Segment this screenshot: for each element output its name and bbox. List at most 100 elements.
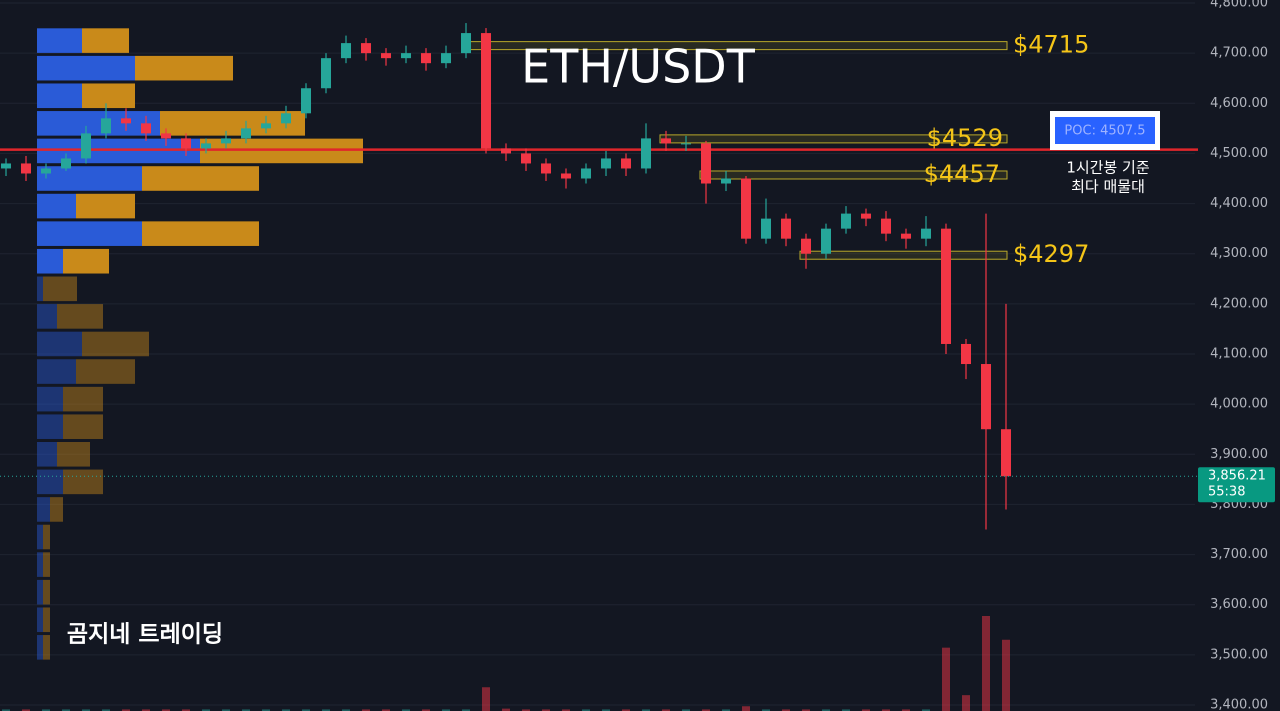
profile-buy bbox=[37, 111, 160, 136]
y-tick-label: 4,600.00 bbox=[1210, 96, 1268, 111]
profile-buy bbox=[37, 248, 63, 274]
candle-body bbox=[921, 228, 931, 239]
volume-bar bbox=[22, 709, 30, 711]
candle-body bbox=[521, 153, 531, 164]
volume-bar bbox=[662, 709, 670, 711]
profile-sell bbox=[142, 166, 259, 191]
candle-body bbox=[441, 53, 451, 64]
profile-sell bbox=[43, 607, 50, 633]
volume-bar bbox=[142, 709, 150, 711]
profile-buy bbox=[37, 579, 43, 605]
profile-sell bbox=[63, 469, 103, 495]
level-label: $4529 bbox=[927, 124, 1003, 152]
candle-body bbox=[361, 43, 371, 54]
volume-bar bbox=[822, 709, 830, 711]
profile-sell bbox=[43, 552, 50, 577]
candle-body bbox=[241, 128, 251, 139]
price-tag-timer: 55:38 bbox=[1208, 485, 1245, 500]
y-tick-label: 4,700.00 bbox=[1210, 46, 1268, 61]
volume-bar bbox=[102, 709, 110, 711]
volume-bar bbox=[542, 709, 550, 711]
candle-body bbox=[221, 138, 231, 144]
volume-bar bbox=[1002, 639, 1010, 711]
profile-buy bbox=[37, 469, 63, 495]
level-box bbox=[799, 250, 1008, 260]
volume-bar bbox=[622, 709, 630, 711]
candle-body bbox=[841, 213, 851, 229]
candle-body bbox=[121, 118, 131, 124]
candle-body bbox=[401, 53, 411, 59]
candle-body bbox=[201, 143, 211, 149]
level-label: $4715 bbox=[1013, 31, 1089, 59]
candle-body bbox=[681, 143, 691, 145]
candle-body bbox=[621, 158, 631, 169]
candle-body bbox=[141, 123, 151, 134]
volume-bar bbox=[322, 709, 330, 711]
profile-buy bbox=[37, 276, 43, 302]
volume-bar bbox=[962, 695, 970, 711]
y-tick-label: 3,900.00 bbox=[1210, 447, 1268, 462]
volume-bar bbox=[742, 706, 750, 711]
profile-buy bbox=[37, 552, 43, 577]
volume-bar bbox=[842, 709, 850, 711]
profile-sell bbox=[82, 28, 129, 53]
volume-bar bbox=[482, 687, 490, 711]
volume-bar bbox=[882, 709, 890, 711]
profile-buy bbox=[37, 166, 142, 191]
volume-bar bbox=[862, 709, 870, 711]
profile-buy bbox=[37, 386, 63, 412]
profile-buy bbox=[37, 441, 57, 467]
price-tag-value: 3,856.21 bbox=[1208, 469, 1266, 484]
candle-body bbox=[561, 173, 571, 179]
candle-body bbox=[701, 143, 711, 184]
volume-bar bbox=[582, 709, 590, 711]
candle-body bbox=[481, 33, 491, 149]
profile-sell bbox=[57, 441, 90, 467]
volume-bar bbox=[602, 709, 610, 711]
candle-body bbox=[901, 233, 911, 239]
profile-sell bbox=[76, 193, 135, 219]
y-tick-label: 3,600.00 bbox=[1210, 597, 1268, 612]
volume-bar bbox=[302, 709, 310, 711]
profile-buy bbox=[37, 359, 76, 384]
profile-buy bbox=[37, 28, 82, 53]
volume-bar bbox=[242, 709, 250, 711]
y-tick-label: 4,200.00 bbox=[1210, 296, 1268, 311]
candle-body bbox=[741, 178, 751, 239]
candle-body bbox=[821, 228, 831, 254]
volume-bar bbox=[802, 709, 810, 711]
candle-body bbox=[861, 213, 871, 219]
volume-bar bbox=[122, 709, 130, 711]
candle-body bbox=[101, 118, 111, 134]
candle-body bbox=[501, 148, 511, 154]
profile-buy bbox=[37, 607, 43, 633]
profile-sell bbox=[43, 635, 50, 660]
candle-body bbox=[881, 218, 891, 234]
profile-sell bbox=[57, 304, 103, 329]
candle-body bbox=[761, 218, 771, 239]
volume-bar bbox=[682, 709, 690, 711]
profile-buy bbox=[37, 635, 43, 660]
profile-buy bbox=[37, 83, 82, 109]
volume-bar bbox=[342, 709, 350, 711]
volume-bar bbox=[382, 709, 390, 711]
candle-body bbox=[381, 53, 391, 59]
volume-bar bbox=[702, 709, 710, 711]
profile-sell bbox=[63, 386, 103, 412]
profile-sell bbox=[43, 579, 50, 605]
volume-bar bbox=[222, 709, 230, 711]
candle-body bbox=[181, 138, 191, 149]
candle-body bbox=[721, 178, 731, 184]
profile-sell bbox=[43, 524, 50, 550]
candle-body bbox=[801, 238, 811, 254]
poc-inner bbox=[1055, 117, 1155, 144]
volume-bar bbox=[642, 709, 650, 711]
y-tick-label: 3,500.00 bbox=[1210, 647, 1268, 662]
profile-sell bbox=[76, 359, 135, 384]
watermark: 곰지네 트레이딩 bbox=[67, 622, 223, 648]
volume-bar bbox=[902, 709, 910, 711]
candle-body bbox=[1, 163, 11, 169]
profile-sell bbox=[135, 55, 233, 81]
candle-body bbox=[61, 158, 71, 169]
volume-bar bbox=[982, 616, 990, 711]
